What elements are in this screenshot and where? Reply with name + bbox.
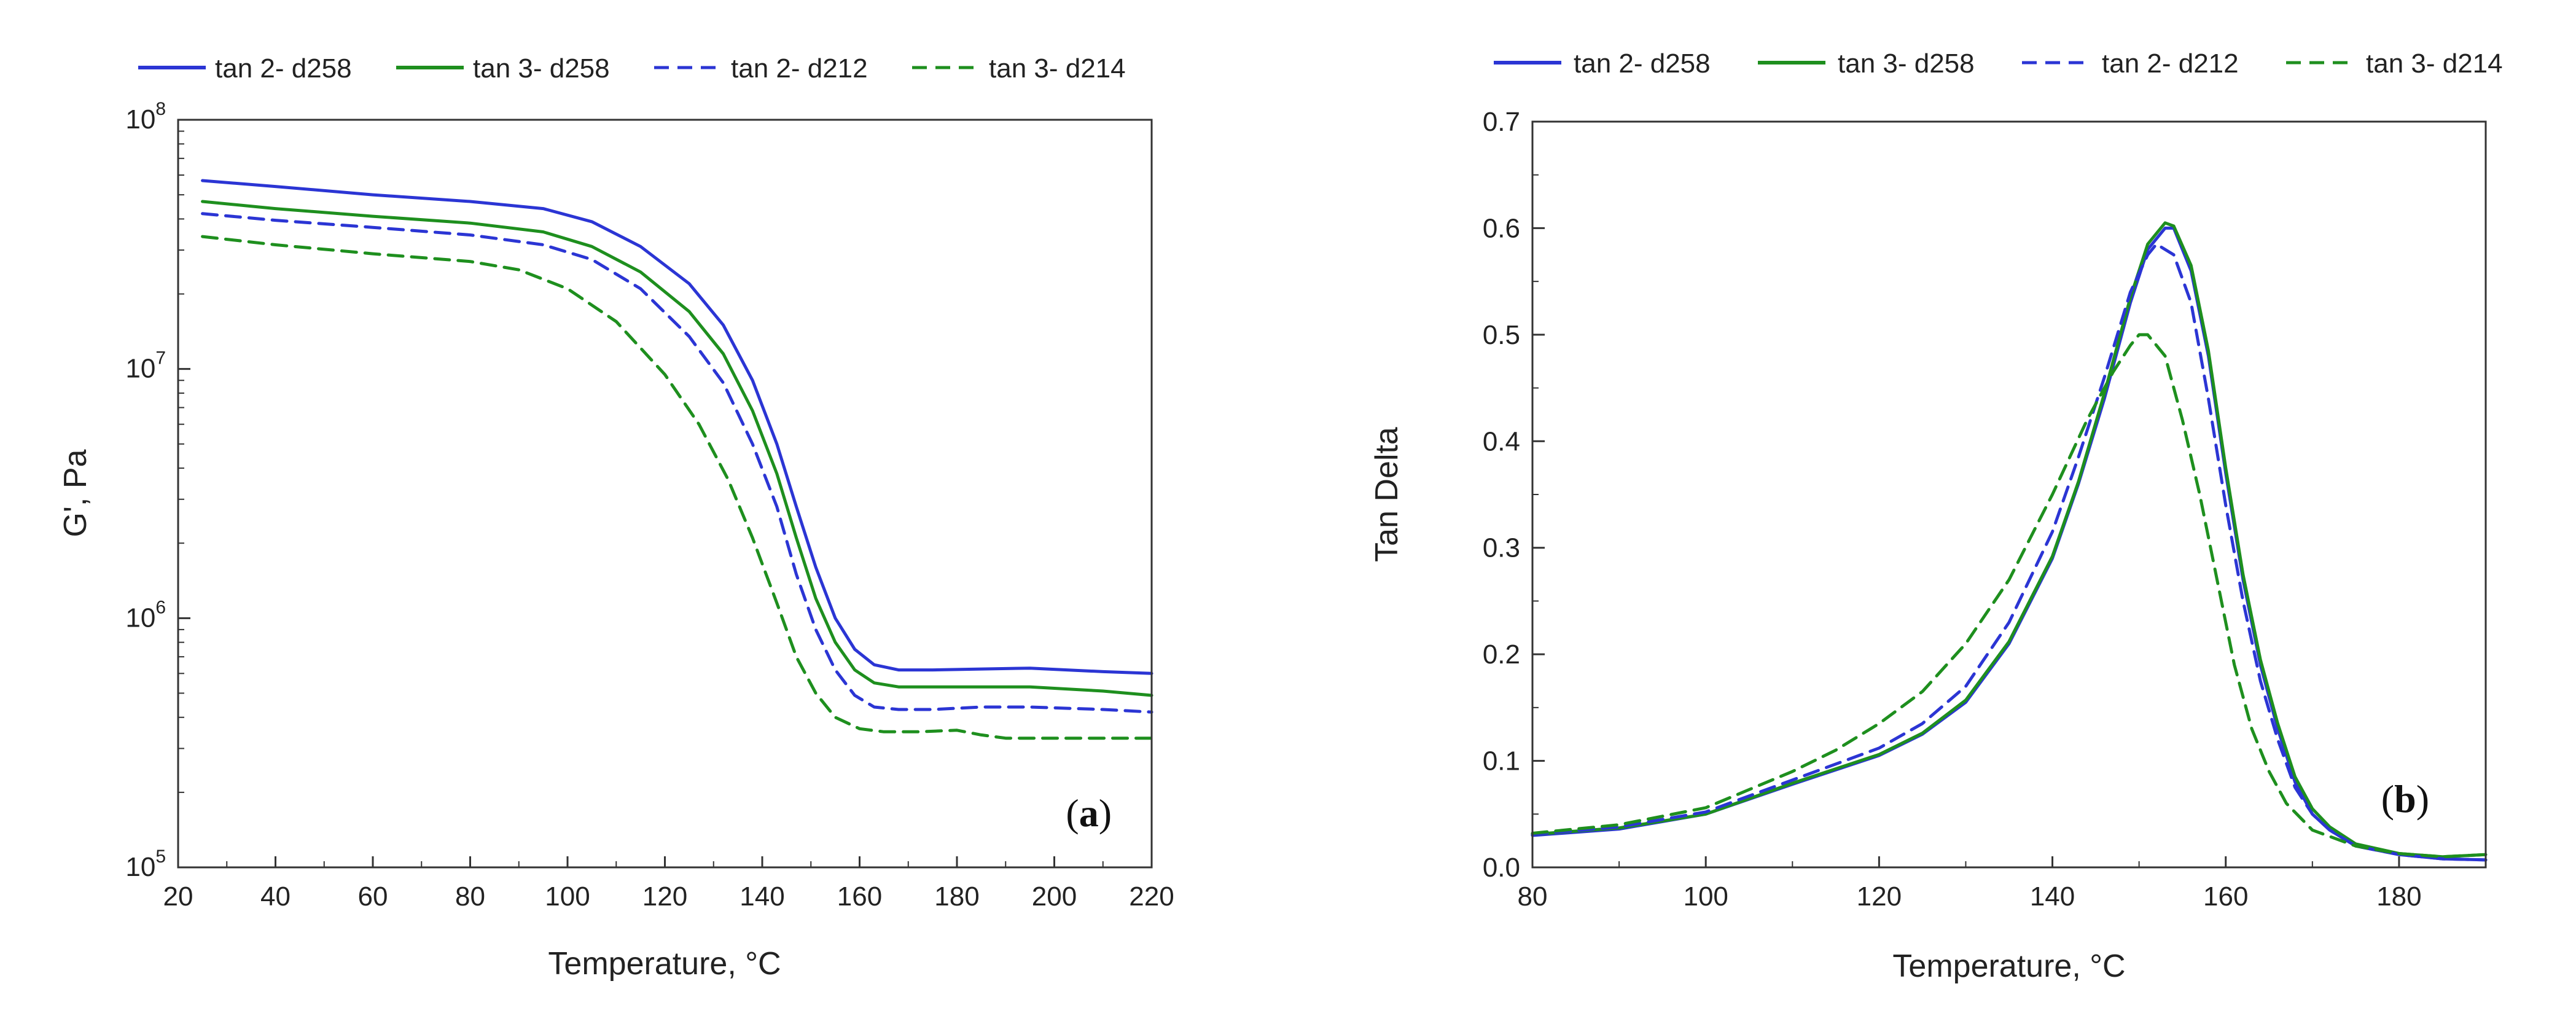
b-ytick-label: 0.3 [1483,533,1520,563]
panel-b-series [1531,221,2488,862]
panel-a-label: (a) [1066,791,1112,835]
panel-b-label-open: ( [2381,777,2394,821]
panel-a-y-axis-title: G', Pa [58,449,93,537]
a-xtick-label: 200 [1032,881,1077,912]
a-ytick-base: 10 [125,603,155,633]
a-ytick-exp: 8 [155,99,166,119]
a-ytick-label: 106 [125,597,166,633]
b-xtick-label: 180 [2376,881,2421,912]
b-series-line-2 [1531,242,2488,862]
b-ytick-label: 0.2 [1483,639,1520,670]
a-ytick-label: 108 [125,99,166,135]
a-series-line-3 [201,235,1153,740]
legend-b-label-2: tan 2- d212 [2102,49,2239,79]
legend-a-label-2: tan 2- d212 [731,53,868,84]
legend-b-label-0: tan 2- d258 [1574,49,1711,79]
panel-a-x-axis-title: Temperature, °C [548,946,781,982]
b-xtick-label: 120 [1857,881,1902,912]
a-xtick-label: 180 [934,881,979,912]
b-ytick-label: 0.1 [1483,746,1520,776]
a-xtick-label: 160 [837,881,882,912]
panel-a-chart: tan 2- d258 tan 3- d258 tan 2- d212 tan … [58,53,1174,982]
b-ytick-label: 0.4 [1483,426,1520,456]
a-xtick-label: 100 [545,881,590,912]
b-series-line-3 [1531,333,2488,859]
a-series-line-1 [201,200,1153,697]
legend-a-label-3: tan 3- d214 [989,53,1126,84]
b-series-line-1 [1531,221,2488,859]
panel-b-label: (b) [2381,777,2429,821]
b-xtick-label: 80 [1518,881,1548,912]
a-series-line-0 [201,179,1153,675]
b-xtick-label: 140 [2030,881,2075,912]
panel-a-legend: tan 2- d258 tan 3- d258 tan 2- d212 tan … [138,53,1126,84]
panel-b-legend: tan 2- d258 tan 3- d258 tan 2- d212 tan … [1494,49,2503,79]
panel-a-series [201,179,1153,740]
a-xtick-label: 60 [358,881,388,912]
panel-b-y-ticks: 0.0 0.1 0.2 0.3 0.4 0.5 0.6 0.7 [1483,107,1545,883]
panel-a-label-letter: a [1079,791,1099,835]
a-ytick-exp: 7 [155,348,166,369]
a-ytick-exp: 5 [155,846,166,867]
a-xtick-label: 220 [1129,881,1174,912]
a-xtick-label: 140 [740,881,784,912]
a-ytick-exp: 6 [155,597,166,617]
panel-b-label-letter: b [2394,777,2416,821]
b-ytick-label: 0.5 [1483,320,1520,350]
legend-a-label-0: tan 2- d258 [215,53,352,84]
a-ytick-base: 10 [125,104,155,135]
panel-b-plot-frame [1531,120,2487,869]
b-xtick-label: 160 [2203,881,2248,912]
a-series-line-2 [201,212,1153,714]
b-ytick-label: 0.6 [1483,213,1520,243]
panel-b-x-axis-title: Temperature, °C [1892,948,2125,984]
a-xtick-label: 40 [260,881,291,912]
panel-b-chart: tan 2- d258 tan 3- d258 tan 2- d212 tan … [1369,49,2503,984]
panel-a-plot-frame [177,119,1153,869]
a-xtick-label: 20 [163,881,193,912]
panel-a-label-close: ) [1099,791,1112,835]
panel-a-label-open: ( [1066,791,1079,835]
legend-a-label-1: tan 3- d258 [473,53,610,84]
a-xtick-label: 80 [455,881,485,912]
legend-b-label-1: tan 3- d258 [1838,49,1975,79]
panel-b-y-axis-title: Tan Delta [1369,427,1405,562]
a-ytick-label: 105 [125,846,166,882]
a-ytick-label: 107 [125,348,166,384]
a-ytick-base: 10 [125,852,155,882]
a-xtick-label: 120 [642,881,687,912]
b-xtick-label: 100 [1683,881,1728,912]
b-ytick-label: 0.0 [1483,853,1520,883]
a-ytick-base: 10 [125,354,155,384]
panel-a-x-ticks: 20 40 60 80 100 120 140 160 180 200 220 [163,856,1174,912]
panel-b-label-close: ) [2416,777,2429,821]
panel-b-x-ticks: 80 100 120 140 160 180 [1518,856,2422,912]
legend-b-label-3: tan 3- d214 [2366,49,2503,79]
b-ytick-label: 0.7 [1483,107,1520,137]
